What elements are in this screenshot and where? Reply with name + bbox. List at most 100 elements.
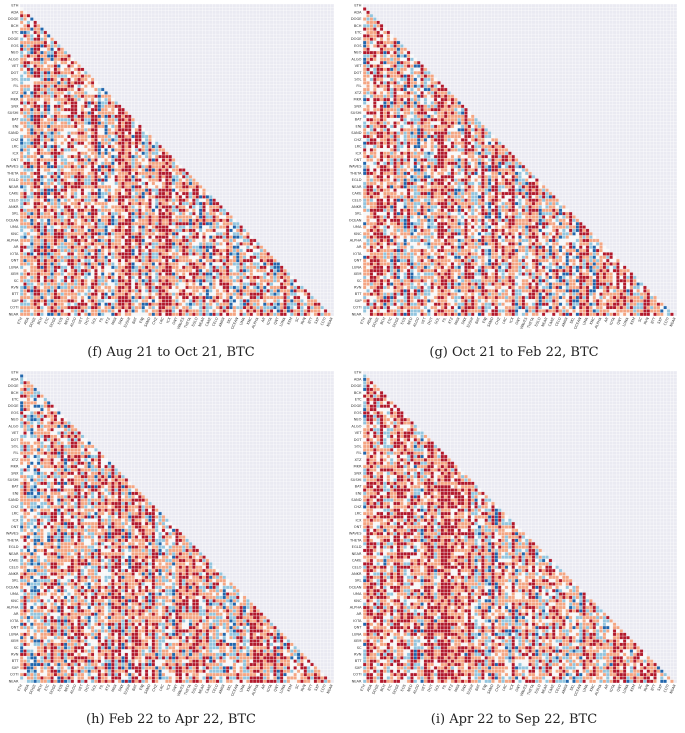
heatmap-cell <box>36 94 41 98</box>
heatmap-cell <box>36 205 41 209</box>
heatmap-cell <box>30 208 34 212</box>
heatmap-cell <box>128 292 132 296</box>
heatmap-cell <box>202 255 206 259</box>
heatmap-cell <box>101 272 105 276</box>
heatmap-cell <box>420 81 424 85</box>
heatmap-cell <box>114 195 118 199</box>
heatmap-cell <box>84 121 88 125</box>
heatmap-cell <box>23 198 27 202</box>
y-tick-label: ETC <box>12 31 19 35</box>
heatmap-cell <box>26 175 31 179</box>
heatmap-cell <box>155 272 159 276</box>
heatmap-cell <box>128 178 132 182</box>
heatmap-cell <box>97 305 102 310</box>
heatmap-cell <box>43 279 48 283</box>
heatmap-cell <box>50 44 54 48</box>
heatmap-cell <box>256 312 260 316</box>
heatmap-cell <box>161 248 166 253</box>
heatmap-cell <box>188 248 193 253</box>
heatmap-cell <box>67 171 71 176</box>
heatmap-cell <box>205 195 210 199</box>
heatmap-cell <box>433 84 438 88</box>
heatmap-cell <box>158 178 162 182</box>
heatmap-cell <box>94 299 98 303</box>
heatmap-cell <box>67 154 71 159</box>
heatmap-cell <box>63 228 68 233</box>
heatmap-cell <box>47 108 51 112</box>
heatmap-cell <box>406 91 411 95</box>
heatmap-cell <box>232 299 237 303</box>
heatmap-cell <box>60 67 64 72</box>
heatmap-cell <box>198 218 203 223</box>
heatmap-cell <box>219 252 223 256</box>
heatmap-cell <box>256 292 260 296</box>
heatmap-cell <box>50 222 54 226</box>
heatmap-cell <box>40 57 44 62</box>
heatmap-cell <box>50 57 54 62</box>
heatmap-cell <box>366 91 370 95</box>
heatmap-cell <box>26 269 31 273</box>
heatmap-cell <box>158 215 162 219</box>
heatmap-cell <box>413 104 418 108</box>
heatmap-cell <box>57 262 61 266</box>
heatmap-cell <box>440 91 445 95</box>
heatmap-cell <box>225 269 230 273</box>
heatmap-cell <box>366 10 370 15</box>
heatmap-cell <box>128 171 132 176</box>
heatmap-cell <box>138 302 142 306</box>
heatmap-cell <box>60 175 64 179</box>
heatmap-cell <box>168 165 172 169</box>
heatmap-cell <box>94 128 98 132</box>
heatmap-cell <box>63 215 68 219</box>
heatmap-cell <box>36 265 41 270</box>
heatmap-cell <box>155 262 159 266</box>
heatmap-cell <box>433 111 438 115</box>
heatmap-cell <box>70 87 75 92</box>
heatmap-cell <box>94 144 98 149</box>
heatmap-cell <box>36 138 41 142</box>
heatmap-cell <box>148 292 152 296</box>
heatmap-cell <box>383 108 387 112</box>
heatmap-cell <box>80 201 85 206</box>
heatmap-cell <box>437 104 441 108</box>
heatmap-cell <box>94 151 98 155</box>
heatmap-cell <box>104 171 108 176</box>
heatmap-cell <box>33 141 37 145</box>
heatmap-cell <box>168 212 172 216</box>
heatmap-cell <box>90 222 95 226</box>
heatmap-cell <box>26 191 31 196</box>
heatmap-cell <box>26 171 31 176</box>
heatmap-cell <box>124 158 129 162</box>
heatmap-cell <box>53 81 58 85</box>
heatmap-cell <box>178 235 183 239</box>
heatmap-cell <box>57 299 61 303</box>
heatmap-cell <box>363 104 367 108</box>
heatmap-cell <box>43 252 48 256</box>
heatmap-cell <box>114 165 118 169</box>
heatmap-cell <box>155 289 159 293</box>
heatmap-cell <box>70 212 75 216</box>
heatmap-cell <box>158 292 162 296</box>
heatmap-cell <box>94 309 98 313</box>
heatmap-cell <box>317 312 321 316</box>
heatmap-cell <box>178 302 183 306</box>
heatmap-cell <box>36 218 41 223</box>
heatmap-cell <box>67 57 71 62</box>
heatmap-cell <box>450 101 455 105</box>
heatmap-cell <box>30 165 34 169</box>
heatmap-cell <box>107 258 112 263</box>
heatmap-cell <box>23 77 27 82</box>
heatmap-cell <box>57 188 61 192</box>
heatmap-cell <box>26 148 31 152</box>
heatmap-cell <box>57 151 61 155</box>
heatmap-cell <box>84 134 88 139</box>
heatmap-cell <box>97 124 102 129</box>
y-tick-label: KNC <box>11 232 19 236</box>
heatmap-cell <box>283 295 287 300</box>
heatmap-cell <box>396 111 401 115</box>
y-tick-label: SC <box>14 279 19 283</box>
heatmap-cell <box>379 94 384 98</box>
heatmap-cell <box>47 171 51 176</box>
heatmap-cell <box>155 161 159 166</box>
heatmap-cell <box>50 195 54 199</box>
